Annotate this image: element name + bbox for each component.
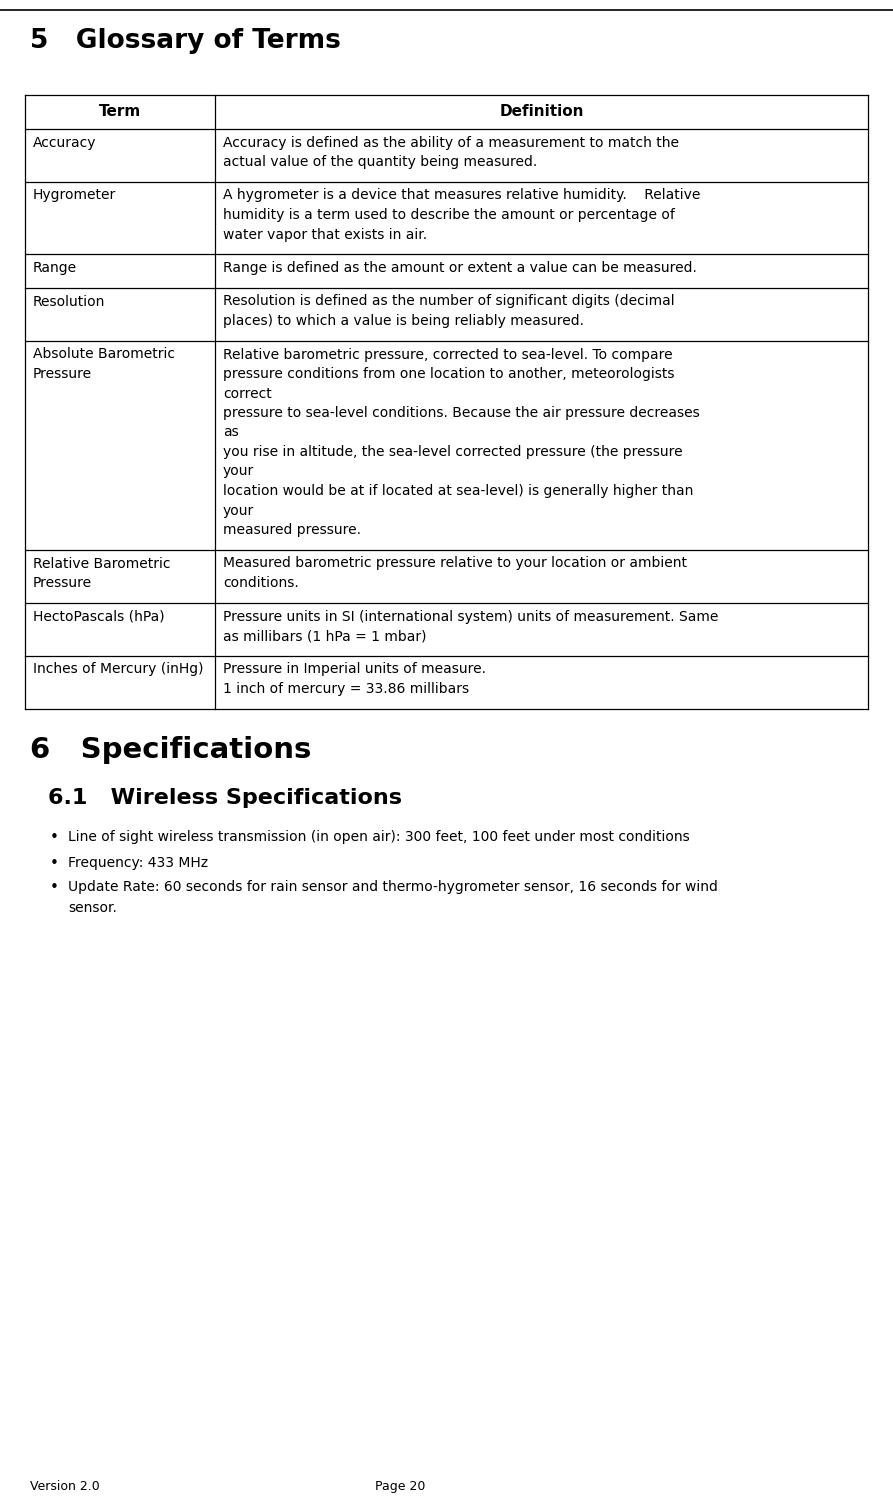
Text: Hygrometer: Hygrometer xyxy=(33,189,116,202)
Text: Inches of Mercury (inHg): Inches of Mercury (inHg) xyxy=(33,662,204,677)
Text: Pressure: Pressure xyxy=(33,577,92,590)
Text: Definition: Definition xyxy=(499,105,584,120)
Text: Resolution: Resolution xyxy=(33,295,105,309)
Text: location would be at if located at sea-level) is generally higher than: location would be at if located at sea-l… xyxy=(223,484,693,497)
Text: Pressure in Imperial units of measure.: Pressure in Imperial units of measure. xyxy=(223,662,486,677)
Text: Resolution is defined as the number of significant digits (decimal: Resolution is defined as the number of s… xyxy=(223,295,674,309)
Text: Version 2.0: Version 2.0 xyxy=(30,1480,100,1494)
Text: Page 20: Page 20 xyxy=(375,1480,425,1494)
Text: •: • xyxy=(50,830,59,845)
Text: Absolute Barometric: Absolute Barometric xyxy=(33,348,175,361)
Text: Accuracy is defined as the ability of a measurement to match the: Accuracy is defined as the ability of a … xyxy=(223,135,679,150)
Text: •: • xyxy=(50,881,59,896)
Text: Frequency: 433 MHz: Frequency: 433 MHz xyxy=(68,855,208,869)
Text: your: your xyxy=(223,503,255,517)
Text: pressure to sea-level conditions. Because the air pressure decreases: pressure to sea-level conditions. Becaus… xyxy=(223,406,700,419)
Text: A hygrometer is a device that measures relative humidity.    Relative: A hygrometer is a device that measures r… xyxy=(223,189,700,202)
Text: humidity is a term used to describe the amount or percentage of: humidity is a term used to describe the … xyxy=(223,208,675,222)
Text: HectoPascals (hPa): HectoPascals (hPa) xyxy=(33,610,164,623)
Text: Pressure: Pressure xyxy=(33,367,92,380)
Text: Range: Range xyxy=(33,261,77,276)
Text: your: your xyxy=(223,464,255,478)
Text: places) to which a value is being reliably measured.: places) to which a value is being reliab… xyxy=(223,315,584,328)
Text: Update Rate: 60 seconds for rain sensor and thermo-hygrometer sensor, 16 seconds: Update Rate: 60 seconds for rain sensor … xyxy=(68,881,718,894)
Text: 1 inch of mercury = 33.86 millibars: 1 inch of mercury = 33.86 millibars xyxy=(223,682,469,697)
Text: Range is defined as the amount or extent a value can be measured.: Range is defined as the amount or extent… xyxy=(223,261,697,276)
Text: Measured barometric pressure relative to your location or ambient: Measured barometric pressure relative to… xyxy=(223,556,687,571)
Text: as: as xyxy=(223,425,238,439)
Text: as millibars (1 hPa = 1 mbar): as millibars (1 hPa = 1 mbar) xyxy=(223,629,427,643)
Text: •: • xyxy=(50,855,59,870)
Text: Relative barometric pressure, corrected to sea-level. To compare: Relative barometric pressure, corrected … xyxy=(223,348,672,361)
Text: Accuracy: Accuracy xyxy=(33,135,96,150)
Text: actual value of the quantity being measured.: actual value of the quantity being measu… xyxy=(223,154,538,169)
Text: you rise in altitude, the sea-level corrected pressure (the pressure: you rise in altitude, the sea-level corr… xyxy=(223,445,682,458)
Text: measured pressure.: measured pressure. xyxy=(223,523,361,536)
Text: Relative Barometric: Relative Barometric xyxy=(33,556,171,571)
Text: water vapor that exists in air.: water vapor that exists in air. xyxy=(223,228,427,241)
Text: correct: correct xyxy=(223,386,271,400)
Text: conditions.: conditions. xyxy=(223,577,299,590)
Text: 6   Specifications: 6 Specifications xyxy=(30,737,312,764)
Text: Term: Term xyxy=(99,105,141,120)
Text: sensor.: sensor. xyxy=(68,900,117,914)
Text: Line of sight wireless transmission (in open air): 300 feet, 100 feet under most: Line of sight wireless transmission (in … xyxy=(68,830,689,845)
Text: 5   Glossary of Terms: 5 Glossary of Terms xyxy=(30,28,341,54)
Text: 6.1   Wireless Specifications: 6.1 Wireless Specifications xyxy=(48,788,402,809)
Text: Pressure units in SI (international system) units of measurement. Same: Pressure units in SI (international syst… xyxy=(223,610,718,623)
Text: pressure conditions from one location to another, meteorologists: pressure conditions from one location to… xyxy=(223,367,674,380)
